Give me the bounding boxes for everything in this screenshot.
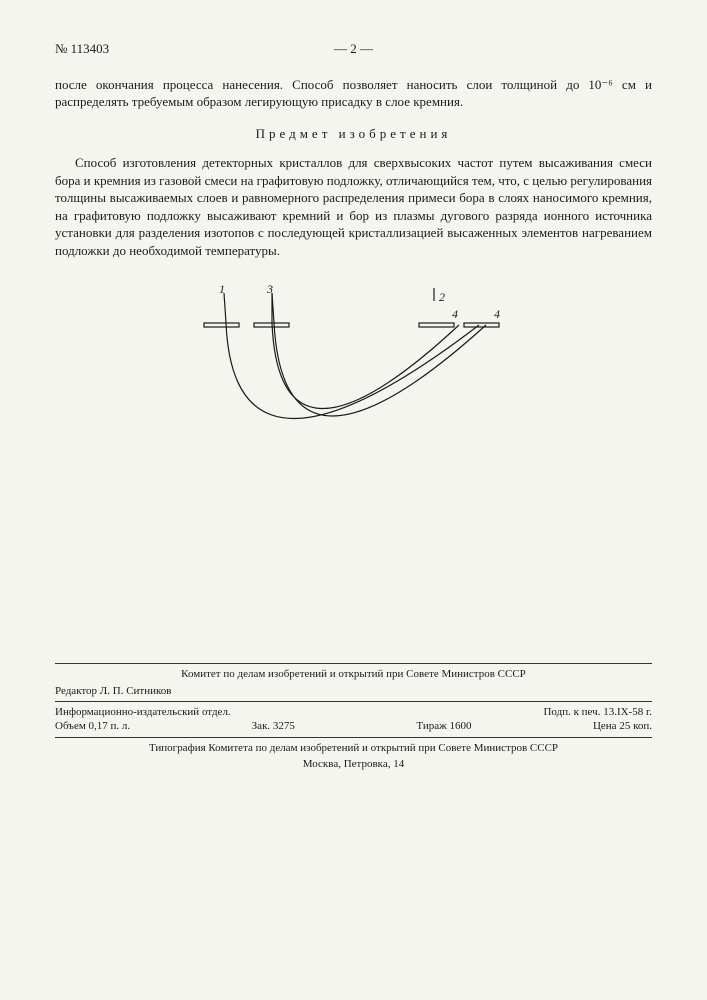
document-page: № 113403 — 2 — после окончания процесса … [0,0,707,803]
editor-line: Редактор Л. П. Ситников [55,684,652,698]
svg-text:1: 1 [219,283,225,296]
footer-row-1: Информационно-издательский отдел. Подп. … [55,705,652,719]
sent-cell: Подп. к печ. 13.IX-58 г. [543,705,652,719]
footer-rule [55,701,652,702]
document-number: № 113403 [55,40,109,58]
svg-text:3: 3 [266,283,273,296]
order-cell: Зак. 3275 [252,719,295,733]
section-title: Предмет изобретения [55,125,652,143]
page-header: № 113403 — 2 — [55,40,652,58]
typography-line-2: Москва, Петровка, 14 [55,757,652,771]
document-footer: Комитет по делам изобретений и открытий … [55,663,652,771]
footer-rule [55,663,652,664]
footer-row-2: Объем 0,17 п. л. Зак. 3275 Тираж 1600 Це… [55,719,652,733]
volume-cell: Объем 0,17 п. л. [55,719,130,733]
dept-cell: Информационно-издательский отдел. [55,705,231,719]
svg-text:2: 2 [439,290,445,304]
typography-line-1: Типография Комитета по делам изобретений… [55,741,652,755]
svg-text:4: 4 [494,307,500,321]
body-paragraph: после окончания процесса нанесения. Спос… [55,76,652,111]
tirage-cell: Тираж 1600 [416,719,471,733]
footer-rule [55,737,652,738]
claim-text: Способ изготовления детекторных кристалл… [55,154,652,259]
committee-line: Комитет по делам изобретений и открытий … [55,667,652,681]
page-number: — 2 — [334,40,373,58]
price-cell: Цена 25 коп. [593,719,652,733]
schematic-diagram: 13244 [164,283,544,543]
svg-text:4: 4 [452,307,458,321]
